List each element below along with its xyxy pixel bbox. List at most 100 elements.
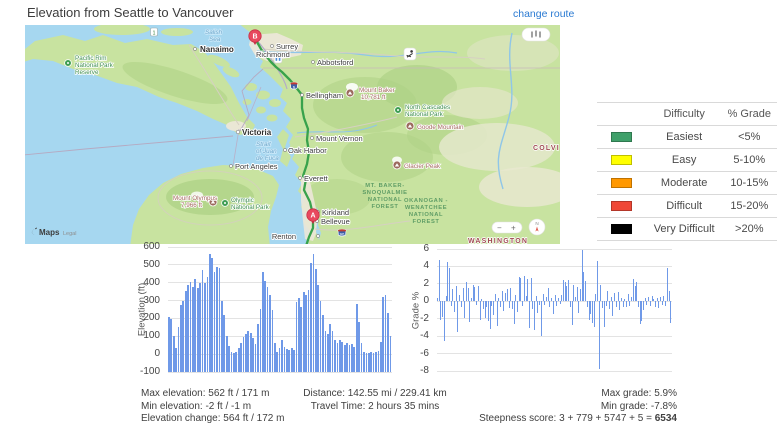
- steepness-score-stat: Steepness score: 3 + 779 + 5747 + 5 = 65…: [479, 413, 677, 424]
- glacier-peak-icon: [392, 160, 402, 170]
- grade-value: <5%: [721, 125, 777, 149]
- elevation-chart: [168, 246, 392, 373]
- city-surrey: Surrey: [276, 42, 298, 51]
- map-terrain: [25, 25, 560, 244]
- grade-header: % Grade: [721, 102, 777, 126]
- mbs-forest-label: MT. BAKER-: [365, 183, 405, 189]
- map-mode-button[interactable]: [521, 27, 551, 42]
- difficulty-label: Easy: [646, 148, 722, 172]
- olympic-park-label2: National Park: [231, 204, 270, 211]
- ski-area-icon: [403, 47, 417, 61]
- mbs-forest-label4: FOREST: [371, 204, 398, 210]
- route-line: [253, 35, 315, 244]
- city-kirkland: Kirkland: [322, 208, 349, 217]
- north-cascades-label: North Cascades: [405, 104, 450, 111]
- okw-forest-label2: WENATCHEE: [405, 205, 447, 211]
- easiest-swatch: [611, 132, 633, 143]
- city-renton: Renton: [272, 232, 296, 241]
- grade-value: 5-10%: [721, 148, 777, 172]
- moderate-swatch: [611, 178, 633, 189]
- mbs-forest-label2: SNOQUALMIE: [362, 190, 407, 196]
- i5-shield-icon: 5: [290, 81, 298, 90]
- mount-olympus-label: Mount Olympus: [173, 195, 217, 202]
- city-oak-harbor: Oak Harbor: [288, 146, 327, 155]
- zoom-control[interactable]: − +: [491, 221, 523, 234]
- svg-text:90: 90: [340, 232, 345, 237]
- grade-y-axis: 6 4 2 0 -2 -4 -6 -8: [420, 243, 429, 376]
- very-difficult-swatch: [611, 224, 633, 235]
- apple-logo-icon: [31, 227, 37, 235]
- min-elevation-stat: Min elevation: -2 ft / -1 m: [141, 400, 252, 412]
- city-bellingham: Bellingham: [306, 91, 343, 100]
- glacier-peak-label: Glacier Peak: [404, 163, 441, 170]
- olympic-park-icon: [221, 199, 229, 207]
- salish-sea-label2: Sea: [209, 36, 221, 43]
- elevation-stats: Max elevation: 562 ft / 171 m Min elevat…: [141, 388, 284, 426]
- olympic-park-label: Olympic: [231, 197, 254, 204]
- grade-stats: Max grade: 5.9% Min grade: -7.8% Steepne…: [479, 388, 677, 426]
- svg-text:5: 5: [293, 85, 296, 90]
- mbs-forest-label3: NATIONAL: [368, 197, 402, 203]
- change-route-link[interactable]: change route: [513, 8, 575, 20]
- difficulty-label: Difficult: [646, 194, 722, 218]
- i90-shield-icon: 90: [337, 228, 347, 237]
- difficult-swatch: [611, 201, 633, 212]
- elevation-y-axis: 600 500 400 300 200 100 0 -100: [139, 241, 160, 377]
- hwy1-shield-icon: 1: [150, 27, 158, 37]
- difficulty-row: Very Difficult >20%: [597, 217, 777, 241]
- mount-olympus-icon: [208, 197, 218, 207]
- strait-label2: of Juan: [256, 148, 277, 155]
- zoom-in-button[interactable]: +: [511, 224, 516, 233]
- svg-text:1: 1: [153, 30, 156, 36]
- elevation-change-stat: Elevation change: 564 ft / 172 m: [141, 413, 285, 424]
- mount-baker-elev: 10,781 ft: [361, 94, 386, 101]
- city-abbotsford: Abbotsford: [317, 58, 353, 67]
- compass-control[interactable]: N: [528, 218, 546, 236]
- difficulty-legend: Difficulty % Grade Easiest <5% Easy 5-10% …: [597, 102, 777, 241]
- legal-link[interactable]: Legal: [63, 231, 76, 237]
- grade-value: >20%: [721, 217, 777, 241]
- colville-label: COLVI: [533, 145, 560, 152]
- easy-swatch: [611, 155, 633, 166]
- pacific-rim-label2: National Park: [75, 62, 114, 69]
- marker-b[interactable]: B: [248, 29, 262, 45]
- mount-olympus-elev: 7,966 ft: [181, 202, 202, 209]
- okw-forest-label: OKANOGAN -: [404, 198, 448, 204]
- grade-value: 15-20%: [721, 194, 777, 218]
- marker-a[interactable]: A: [306, 208, 320, 224]
- zoom-out-button[interactable]: −: [497, 224, 502, 233]
- apple-maps-logo: Maps: [39, 228, 60, 237]
- city-dots: [193, 44, 320, 238]
- north-cascades-park-icon: [394, 106, 402, 114]
- travel-time-stat: Travel Time: 2 hours 35 mins: [310, 400, 440, 412]
- city-richmond: Richmond: [256, 50, 290, 59]
- pacific-rim-label3: Reserve: [75, 69, 99, 76]
- strait-label: Strait: [256, 141, 271, 148]
- city-nanaimo: Nanaimo: [200, 45, 234, 54]
- map-borders: [25, 67, 560, 167]
- goode-mountain-icon: [405, 121, 415, 131]
- compass-needle-icon: [535, 226, 539, 232]
- min-grade-stat: Min grade: -7.8%: [600, 400, 677, 412]
- svg-text:B: B: [252, 34, 257, 41]
- compass-n-label: N: [535, 221, 538, 226]
- okw-forest-label4: FOREST: [412, 219, 439, 225]
- salish-sea-label: Salish: [205, 29, 223, 36]
- page-title: Elevation from Seattle to Vancouver: [27, 5, 234, 20]
- map-attribution: Maps Legal: [31, 227, 76, 237]
- mount-baker-label: Mount Baker: [359, 87, 395, 94]
- grade-chart: [437, 248, 672, 372]
- pacific-rim-label: Pacific Rim: [75, 55, 107, 62]
- grade-value: 10-15%: [721, 171, 777, 195]
- city-bellevue: Bellevue: [321, 217, 350, 226]
- map-canvas: 5 90 1 Mount Baker 10,781 ft: [25, 25, 560, 244]
- border-crossing-icon: [273, 54, 283, 64]
- mount-baker-icon: [345, 88, 355, 98]
- city-mount-vernon: Mount Vernon: [316, 134, 363, 143]
- difficulty-row: Easiest <5%: [597, 125, 777, 149]
- svg-text:A: A: [310, 213, 315, 220]
- route-map[interactable]: 5 90 1 Mount Baker 10,781 ft: [25, 25, 560, 244]
- map-fold-icon: [531, 30, 541, 38]
- strait-label3: de Fuca: [256, 155, 279, 162]
